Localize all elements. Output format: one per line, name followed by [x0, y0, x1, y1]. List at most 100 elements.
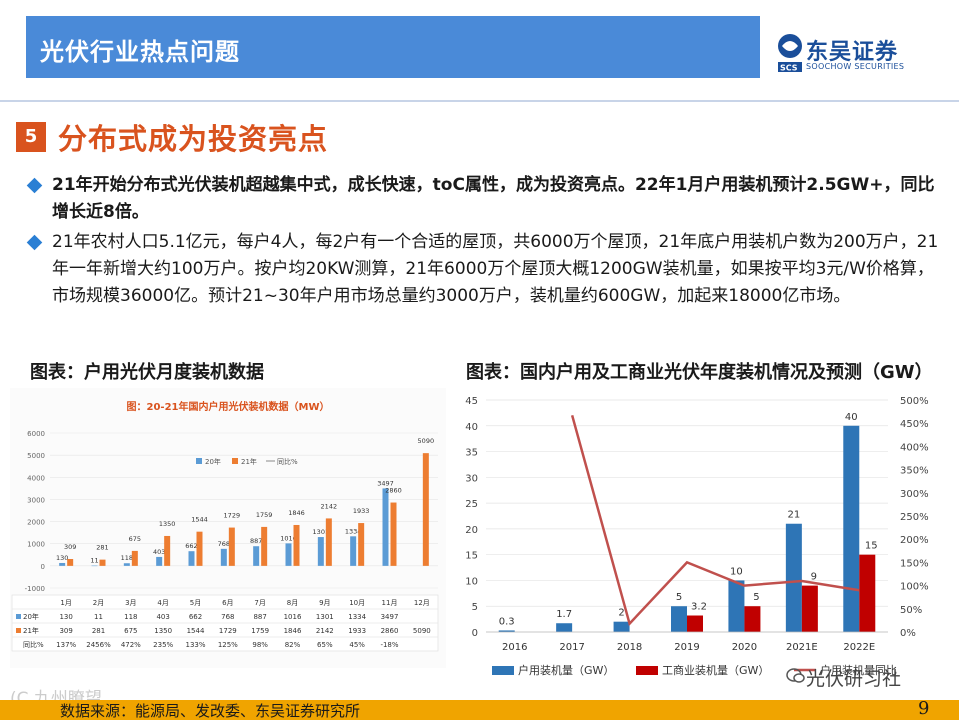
bar-20 [91, 565, 98, 567]
bar-label: 5 [753, 592, 759, 603]
monthly-install-chart: 图：20-21年国内户用光伏装机数据（MW） -1000 0 1000 2000 3000… [10, 388, 446, 668]
y-tick-label: 40 [465, 422, 478, 433]
x-tick-label: 2022E [843, 642, 875, 653]
table-header-cell: 3月 [125, 599, 136, 607]
table-cell: 98% [252, 641, 268, 649]
table-cell: 1301 [316, 613, 334, 621]
table-header-cell: 5月 [190, 599, 201, 607]
bar-20 [350, 536, 357, 566]
bar-label: 15 [865, 541, 878, 552]
bar-label: 1846 [288, 509, 305, 517]
table-header-cell: 4月 [157, 599, 168, 607]
bar-residential [843, 425, 860, 632]
table-cell: 5090 [413, 627, 431, 635]
legend-label: 同比% [277, 457, 298, 466]
bar-21 [390, 502, 397, 566]
table-header-cell: 1月 [60, 599, 71, 607]
legend-label: 工商业装机量（GW） [662, 663, 769, 677]
bar-residential [785, 523, 802, 632]
bar-label: 662 [185, 542, 197, 550]
table-cell: 1350 [154, 627, 172, 635]
table-header-cell: 8月 [287, 599, 298, 607]
table-cell: 1334 [348, 613, 366, 621]
page-number: 9 [918, 698, 930, 719]
bar-label: 2142 [321, 502, 338, 510]
bar-label: 1.7 [556, 609, 572, 620]
bar-label: 1933 [353, 507, 370, 515]
bar-residential [671, 606, 687, 632]
x-tick-label: 2016 [502, 642, 527, 653]
y-tick-label: -1000 [25, 585, 45, 593]
bar-21 [325, 518, 332, 566]
table-cell: 1933 [348, 627, 366, 635]
yoy-line [570, 414, 860, 627]
y-tick-label: 30 [465, 473, 478, 484]
bullet-text-2: 21年农村人口5.1亿元，每户4人，每2户有一个合适的屋顶，共6000万个屋顶，… [52, 232, 939, 306]
bar-label: 1759 [256, 511, 273, 519]
bar-label: 768 [218, 540, 230, 548]
y-tick-label: 0 [472, 628, 478, 639]
table-cell: 1759 [251, 627, 269, 635]
bar-20 [285, 543, 292, 566]
table-cell: 887 [253, 613, 266, 621]
bar-label: 9 [811, 572, 817, 583]
y2-tick-label: 200% [900, 535, 929, 546]
y-tick-label: 20 [465, 525, 478, 536]
footer-bar [0, 700, 959, 720]
table-cell: 1544 [187, 627, 205, 635]
table-cell: 2860 [381, 627, 399, 635]
table-cell: 2456% [86, 641, 111, 649]
legend-label: 21年 [241, 457, 257, 466]
bar-20 [317, 537, 324, 566]
bar-label: 887 [250, 537, 262, 545]
legend-label: 户用装机量同比 [820, 663, 897, 677]
table-cell: 133% [185, 641, 205, 649]
table-cell: 472% [121, 641, 141, 649]
table-cell: 1729 [219, 627, 237, 635]
bar-label: 10 [730, 566, 743, 577]
y2-tick-label: 50% [900, 605, 922, 616]
y-tick-label: 15 [465, 551, 478, 562]
bar-label: 1350 [159, 520, 176, 528]
page-title: 光伏行业热点问题 [40, 38, 240, 66]
y-tick-label: 6000 [27, 430, 45, 438]
bar-20 [220, 548, 227, 566]
table-cell: 1846 [284, 627, 302, 635]
table-cell: 125% [218, 641, 238, 649]
header-divider [0, 100, 959, 102]
bar-20 [188, 551, 195, 566]
table-row-label: 同比% [23, 640, 44, 649]
legend-swatch [636, 666, 658, 675]
y-tick-label: 0 [41, 563, 45, 571]
legend-swatch [232, 458, 238, 464]
table-cell: 2142 [316, 627, 334, 635]
y-tick-label: 3000 [27, 496, 45, 504]
table-header-cell: 12月 [414, 599, 430, 607]
y-tick-label: 35 [465, 448, 478, 459]
y2-tick-label: 100% [900, 582, 929, 593]
y2-tick-label: 250% [900, 512, 929, 523]
logo-text-cn: 东吴证券 [806, 40, 899, 65]
bar-21 [358, 523, 365, 566]
table-cell: 118 [124, 613, 137, 621]
bar-label: 403 [153, 548, 165, 556]
table-cell: 403 [156, 613, 169, 621]
y2-tick-label: 500% [900, 396, 929, 407]
bar-label: 118 [121, 554, 133, 562]
bar-20 [382, 488, 389, 566]
bar-residential [728, 580, 745, 632]
table-row-label: 20年 [23, 612, 39, 621]
table-cell: 281 [92, 627, 105, 635]
bar-commercial [801, 585, 818, 632]
legend-label: 20年 [205, 457, 221, 466]
x-tick-label: 2017 [559, 642, 584, 653]
x-tick-label: 2018 [617, 642, 642, 653]
bar-21 [422, 453, 429, 566]
table-header-cell: 10月 [349, 599, 365, 607]
bar-label: 3497 [377, 479, 394, 487]
bar-label: 1544 [191, 516, 208, 524]
watermark: 光伏研习社 [806, 668, 902, 690]
y-tick-label: 1000 [27, 541, 45, 549]
bar-label: 3.2 [691, 602, 707, 613]
y2-tick-label: 0% [900, 628, 916, 639]
